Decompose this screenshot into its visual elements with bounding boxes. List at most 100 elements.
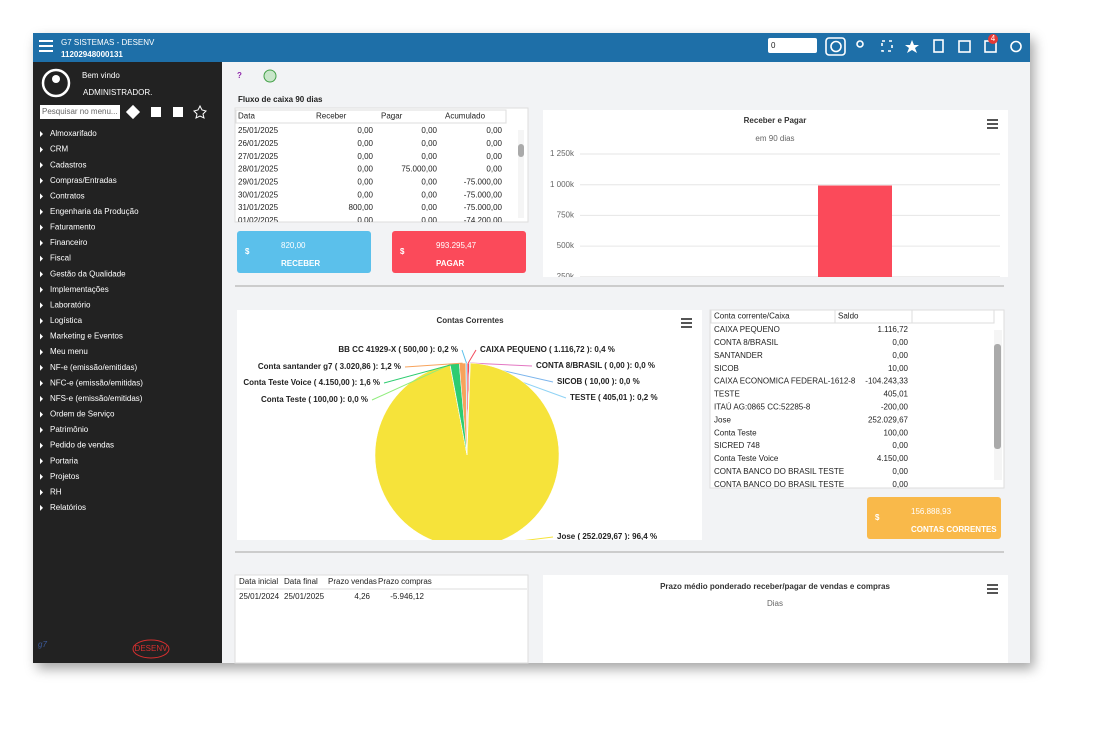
help-mark[interactable]: ?	[237, 71, 242, 80]
menu-item[interactable]: Laboratório	[50, 300, 91, 309]
prazo-table-panel	[234, 574, 529, 664]
table-cell: 0,00	[421, 178, 437, 187]
menu-caret	[40, 333, 43, 340]
table-cell: -75.000,00	[464, 178, 503, 187]
column-header: Data final	[284, 577, 318, 586]
menu-item[interactable]: Fiscal	[50, 254, 71, 263]
menu-item[interactable]: Contratos	[50, 191, 85, 200]
menu-caret	[40, 349, 43, 356]
menu-caret	[40, 146, 43, 153]
collapse-icon[interactable]	[173, 107, 183, 117]
column-header: Prazo compras	[378, 577, 432, 586]
menu-item[interactable]: NFC-e (emissão/emitidas)	[50, 378, 143, 387]
search-input[interactable]	[768, 38, 817, 53]
menu-item[interactable]: Projetos	[50, 472, 79, 481]
menu-item[interactable]: Meu menu	[50, 347, 88, 356]
table-cell: 4.150,00	[877, 454, 909, 463]
slice-label: SICOB ( 10,00 ): 0,0 %	[557, 377, 640, 386]
badge-count: 4	[991, 34, 996, 43]
menu-item[interactable]: Portaria	[50, 456, 79, 465]
table-cell: 0,00	[892, 480, 908, 489]
expand-icon[interactable]	[151, 107, 161, 117]
column-header: Data	[238, 112, 255, 121]
column-header: Receber	[316, 112, 347, 121]
table-cell: -74.200,00	[464, 216, 503, 225]
slice-label: CONTA 8/BRASIL ( 0,00 ): 0,0 %	[536, 361, 655, 370]
menu-caret	[40, 364, 43, 371]
menu-item[interactable]: Faturamento	[50, 223, 96, 232]
chart-menu[interactable]	[681, 318, 692, 328]
menu-item[interactable]: Patrimônio	[50, 425, 89, 434]
table-cell: Conta Teste	[714, 428, 757, 437]
menu-item[interactable]: Marketing e Eventos	[50, 332, 123, 341]
cnpj: 11202948000131	[61, 50, 123, 59]
menu-item[interactable]: Pedido de vendas	[50, 441, 114, 450]
table-cell: 25/01/2025	[238, 126, 279, 135]
menu-item[interactable]: Relatórios	[50, 503, 86, 512]
leader-line	[461, 349, 467, 364]
help-icon	[830, 40, 842, 53]
scroll-thumb[interactable]	[518, 144, 524, 157]
menu-item[interactable]: Ordem de Serviço	[50, 410, 115, 419]
bar	[818, 185, 892, 277]
table-cell: 10,00	[888, 364, 909, 373]
menu-caret	[40, 193, 43, 200]
menu-item[interactable]: Gestão da Qualidade	[50, 269, 126, 278]
table-cell: CAIXA ECONOMICA FEDERAL-1612-8	[714, 377, 856, 386]
menu-item[interactable]: CRM	[50, 145, 69, 154]
menu-caret	[40, 489, 43, 496]
slice-label: Jose ( 252.029,67 ): 96,4 %	[557, 532, 657, 541]
card-icon: $	[875, 513, 880, 522]
menu-item[interactable]: NF-e (emissão/emitidas)	[50, 363, 137, 372]
chart-menu[interactable]	[987, 119, 998, 129]
fullscreen-icon[interactable]	[881, 40, 893, 52]
column-header: Pagar	[381, 112, 403, 121]
menu-item[interactable]: RH	[50, 487, 62, 496]
menu-item[interactable]: NFS-e (emissão/emitidas)	[50, 394, 143, 403]
sidebar	[33, 62, 222, 663]
slice-label: Conta Teste Voice ( 4.150,00 ): 1,6 %	[243, 378, 380, 387]
menu-caret	[40, 302, 43, 309]
table-header	[710, 310, 995, 324]
env-badge: DESENV	[135, 644, 169, 653]
menu-search[interactable]	[40, 105, 120, 119]
leader-line	[404, 362, 463, 368]
table-cell: 0,00	[357, 152, 373, 161]
table-cell: 29/01/2025	[238, 178, 279, 187]
power-icon[interactable]	[1010, 40, 1022, 53]
help-button[interactable]	[825, 37, 846, 56]
favorites-icon[interactable]	[905, 40, 919, 53]
menu-item[interactable]: Compras/Entradas	[50, 176, 117, 185]
table-cell: 100,00	[884, 428, 909, 437]
accounts-panel	[709, 309, 1005, 489]
scrollbar[interactable]	[518, 130, 524, 218]
card-icon: $	[245, 247, 250, 256]
table-cell: 0,00	[357, 216, 373, 225]
leader-line	[383, 363, 455, 384]
table-cell: CONTA BANCO DO BRASIL TESTE	[714, 467, 844, 476]
table-cell: 0,00	[421, 216, 437, 225]
menu-item[interactable]: Cadastros	[50, 160, 86, 169]
menu-item[interactable]: Engenharia da Produção	[50, 207, 139, 216]
table-cell: 0,00	[486, 152, 502, 161]
menu-item[interactable]: Implementações	[50, 285, 109, 294]
menu-item[interactable]: Almoxarifado	[50, 129, 97, 138]
star-icon[interactable]	[193, 104, 207, 119]
menu-caret	[40, 427, 43, 434]
menu-item[interactable]: Financeiro	[50, 238, 88, 247]
prazo-subtitle: Dias	[767, 599, 783, 608]
chart-menu[interactable]	[987, 584, 998, 594]
calendar-icon[interactable]	[958, 40, 971, 53]
menu-toggle[interactable]	[39, 40, 53, 52]
menu-caret	[40, 380, 43, 387]
table-cell: 0,00	[421, 126, 437, 135]
card-value: 156.888,93	[911, 507, 952, 516]
menu-item[interactable]: Logística	[50, 316, 83, 325]
table-header	[235, 109, 507, 124]
users-icon[interactable]	[856, 40, 864, 48]
scroll-thumb[interactable]	[994, 344, 1001, 449]
contact-icon[interactable]	[933, 39, 944, 53]
menu-caret	[40, 411, 43, 418]
